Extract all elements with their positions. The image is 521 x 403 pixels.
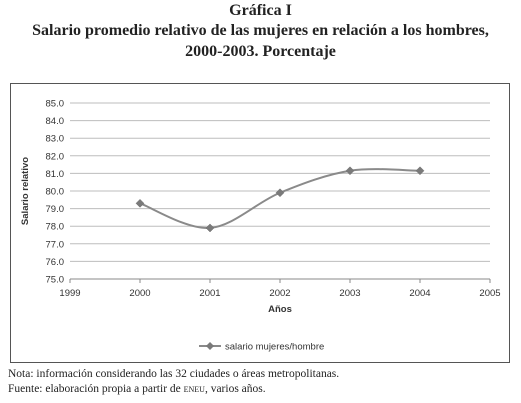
data-point-marker (205, 223, 215, 233)
x-tick-label: 2002 (269, 288, 290, 299)
series-line (139, 168, 421, 229)
y-tick-label: 81.0 (46, 169, 65, 180)
x-tick-label: 2000 (129, 288, 150, 299)
figure-notes: Nota: información considerando las 32 ci… (8, 367, 339, 397)
y-tick-label: 82.0 (46, 151, 65, 162)
figure-title-line-2: 2000-2003. Porcentaje (185, 43, 336, 60)
source-prefix: Fuente: elaboración propia a partir de (8, 383, 184, 395)
y-tick-label: 75.0 (46, 275, 65, 286)
figure-title-line-1: Salario promedio relativo de las mujeres… (32, 22, 489, 39)
note-text: Nota: información considerando las 32 ci… (8, 368, 340, 380)
y-tick-label: 76.0 (46, 257, 65, 268)
y-axis-title: Salario relativo (20, 157, 31, 225)
y-tick-label: 85.0 (46, 99, 65, 110)
line-chart: 75.0 76.0 77.0 78.0 79.0 80.0 81.0 82.0 83.0 84.0… (20, 99, 501, 353)
figure-header: Gráfica I Salario promedio relativo de l… (0, 0, 521, 62)
x-tick-label: 2001 (199, 288, 220, 299)
y-tick-label: 84.0 (46, 116, 65, 127)
x-tick-label: 1999 (59, 288, 80, 299)
chart-frame: 75.0 76.0 77.0 78.0 79.0 80.0 81.0 82.0 83.0 84.0… (10, 83, 510, 363)
data-point-marker (415, 166, 425, 176)
x-tick-label: 2004 (409, 288, 430, 299)
x-tick-label: 2003 (339, 288, 360, 299)
legend-label: salario mujeres/hombre (225, 342, 324, 353)
source-suffix: , varios años. (204, 383, 266, 395)
y-tick-label: 79.0 (46, 204, 65, 215)
x-axis-title: Años (268, 304, 292, 315)
figure-label: Gráfica I (229, 2, 292, 19)
x-tick-label: 2005 (479, 288, 500, 299)
legend-marker (206, 342, 214, 350)
y-tick-label: 83.0 (46, 134, 65, 145)
source-name: eneu (183, 383, 205, 395)
source-text: Fuente: elaboración propia a partir de e… (8, 382, 339, 397)
y-tick-label: 77.0 (46, 239, 65, 250)
y-tick-label: 78.0 (46, 222, 65, 233)
y-tick-label: 80.0 (46, 187, 65, 198)
data-point-marker (275, 188, 285, 198)
data-point-marker (345, 166, 355, 176)
data-point-marker (135, 198, 145, 208)
